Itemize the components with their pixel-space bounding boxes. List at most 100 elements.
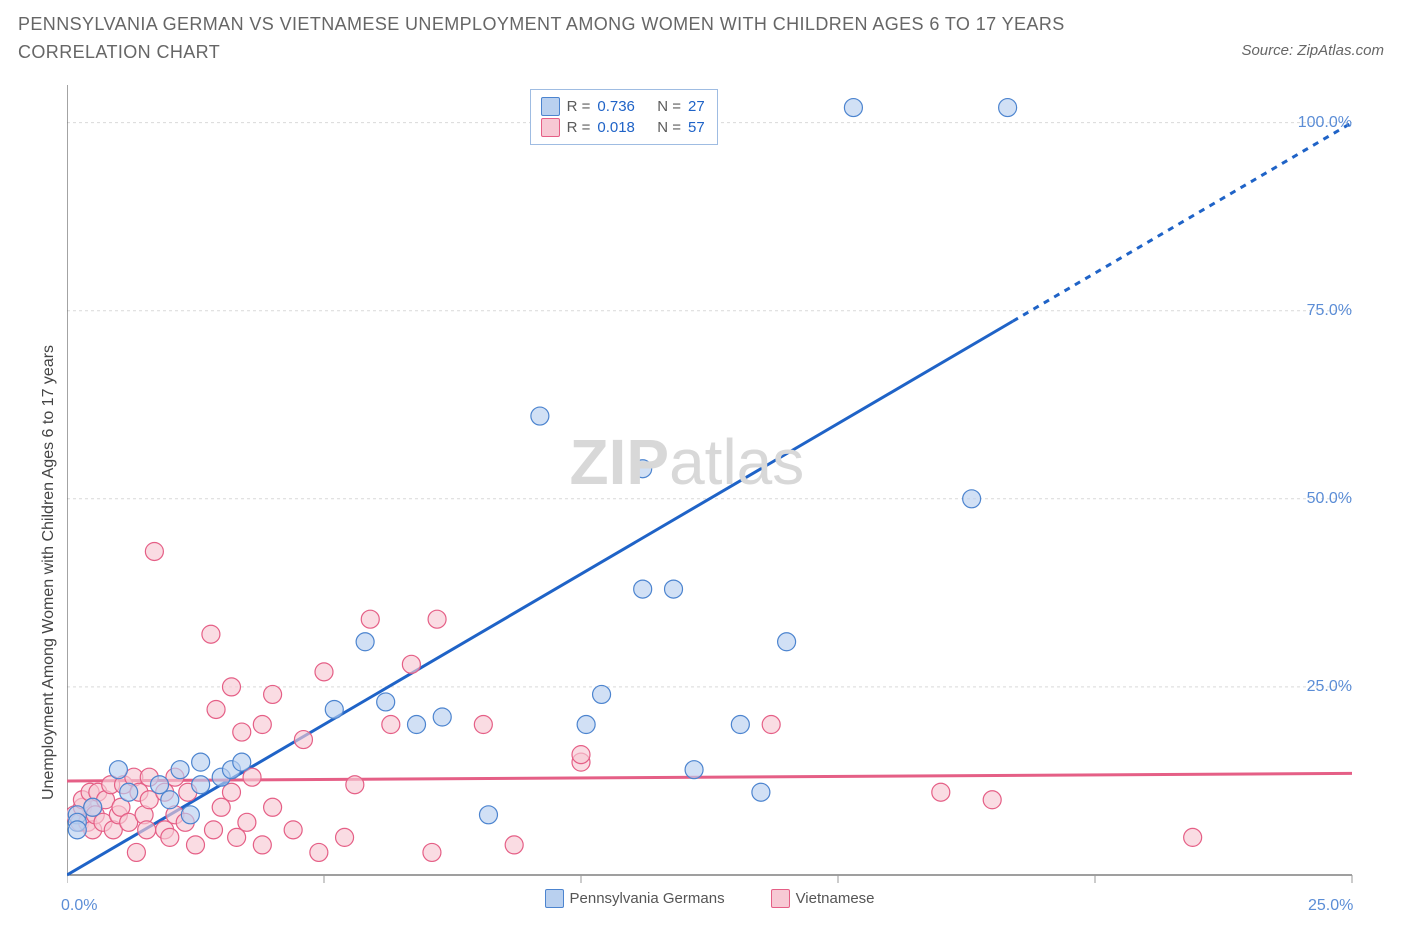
source-attribution: Source: ZipAtlas.com <box>1241 42 1384 59</box>
stats-n-label: N = <box>657 117 681 138</box>
stats-r-value: 0.736 <box>597 96 635 117</box>
data-point <box>1184 828 1202 846</box>
data-point <box>127 843 145 861</box>
data-point <box>233 723 251 741</box>
data-point <box>238 813 256 831</box>
legend-swatch <box>545 889 564 908</box>
source-text: Source: ZipAtlas.com <box>1241 42 1384 59</box>
series-legend-item: Vietnamese <box>771 889 875 908</box>
stats-r-label: R = <box>567 117 591 138</box>
data-point <box>207 700 225 718</box>
x-tick-label-right: 25.0% <box>1308 897 1353 915</box>
data-point <box>665 580 683 598</box>
data-point <box>752 783 770 801</box>
data-point <box>408 716 426 734</box>
data-point <box>222 783 240 801</box>
data-point <box>171 761 189 779</box>
data-point <box>243 768 261 786</box>
data-point <box>204 821 222 839</box>
data-point <box>264 798 282 816</box>
data-point <box>479 806 497 824</box>
data-point <box>634 580 652 598</box>
y-tick-label: 75.0% <box>1292 302 1352 320</box>
data-point <box>264 685 282 703</box>
data-point <box>120 783 138 801</box>
data-point <box>572 746 590 764</box>
data-point <box>181 806 199 824</box>
data-point <box>577 716 595 734</box>
data-point <box>423 843 441 861</box>
y-tick-label: 50.0% <box>1292 490 1352 508</box>
stats-r-label: R = <box>567 96 591 117</box>
data-point <box>433 708 451 726</box>
y-tick-label: 25.0% <box>1292 678 1352 696</box>
series-legend-item: Pennsylvania Germans <box>545 889 725 908</box>
data-point <box>531 407 549 425</box>
scatter-chart <box>67 85 1406 930</box>
data-point <box>336 828 354 846</box>
data-point <box>315 663 333 681</box>
data-point <box>310 843 328 861</box>
data-point <box>294 731 312 749</box>
stats-n-value: 57 <box>688 117 705 138</box>
stats-r-value: 0.018 <box>597 117 635 138</box>
data-point <box>731 716 749 734</box>
data-point <box>428 610 446 628</box>
data-point <box>377 693 395 711</box>
stats-n-value: 27 <box>688 96 705 117</box>
series-legend-label: Vietnamese <box>796 890 875 907</box>
chart-title: PENNSYLVANIA GERMAN VS VIETNAMESE UNEMPL… <box>18 10 1118 66</box>
data-point <box>932 783 950 801</box>
data-point <box>474 716 492 734</box>
data-point <box>382 716 400 734</box>
data-point <box>284 821 302 839</box>
series-legend-label: Pennsylvania Germans <box>570 890 725 907</box>
data-point <box>402 655 420 673</box>
x-tick-label-left: 0.0% <box>61 897 97 915</box>
legend-swatch <box>541 118 560 137</box>
data-point <box>192 753 210 771</box>
data-point <box>84 798 102 816</box>
data-point <box>844 99 862 117</box>
stats-legend-row: R =0.736 N =27 <box>541 96 705 117</box>
data-point <box>228 828 246 846</box>
data-point <box>109 761 127 779</box>
data-point <box>161 828 179 846</box>
stats-legend-row: R = 0.018 N = 57 <box>541 117 705 138</box>
data-point <box>762 716 780 734</box>
data-point <box>361 610 379 628</box>
data-point <box>325 700 343 718</box>
data-point <box>68 821 86 839</box>
data-point <box>151 776 169 794</box>
stats-legend: R = 0.736 N = 27R = 0.018 N = 57 <box>530 89 718 145</box>
data-point <box>634 460 652 478</box>
series-legend: Pennsylvania Germans Vietnamese <box>545 889 875 908</box>
data-point <box>253 716 271 734</box>
data-point <box>161 791 179 809</box>
data-point <box>983 791 1001 809</box>
data-point <box>685 761 703 779</box>
data-point <box>778 633 796 651</box>
data-point <box>356 633 374 651</box>
chart-title-text: PENNSYLVANIA GERMAN VS VIETNAMESE UNEMPL… <box>18 14 1065 62</box>
data-point <box>212 798 230 816</box>
data-point <box>202 625 220 643</box>
y-tick-label: 100.0% <box>1292 114 1352 132</box>
data-point <box>346 776 364 794</box>
data-point <box>999 99 1017 117</box>
data-point <box>963 490 981 508</box>
y-axis-label-text: Unemployment Among Women with Children A… <box>40 345 57 800</box>
data-point <box>233 753 251 771</box>
data-point <box>505 836 523 854</box>
legend-swatch <box>771 889 790 908</box>
data-point <box>192 776 210 794</box>
legend-swatch <box>541 97 560 116</box>
data-point <box>187 836 205 854</box>
data-point <box>145 542 163 560</box>
regression-line <box>67 321 1013 875</box>
data-point <box>253 836 271 854</box>
data-point <box>593 685 611 703</box>
regression-line-dashed <box>1013 123 1352 322</box>
y-axis-label: Unemployment Among Women with Children A… <box>40 345 58 800</box>
data-point <box>222 678 240 696</box>
